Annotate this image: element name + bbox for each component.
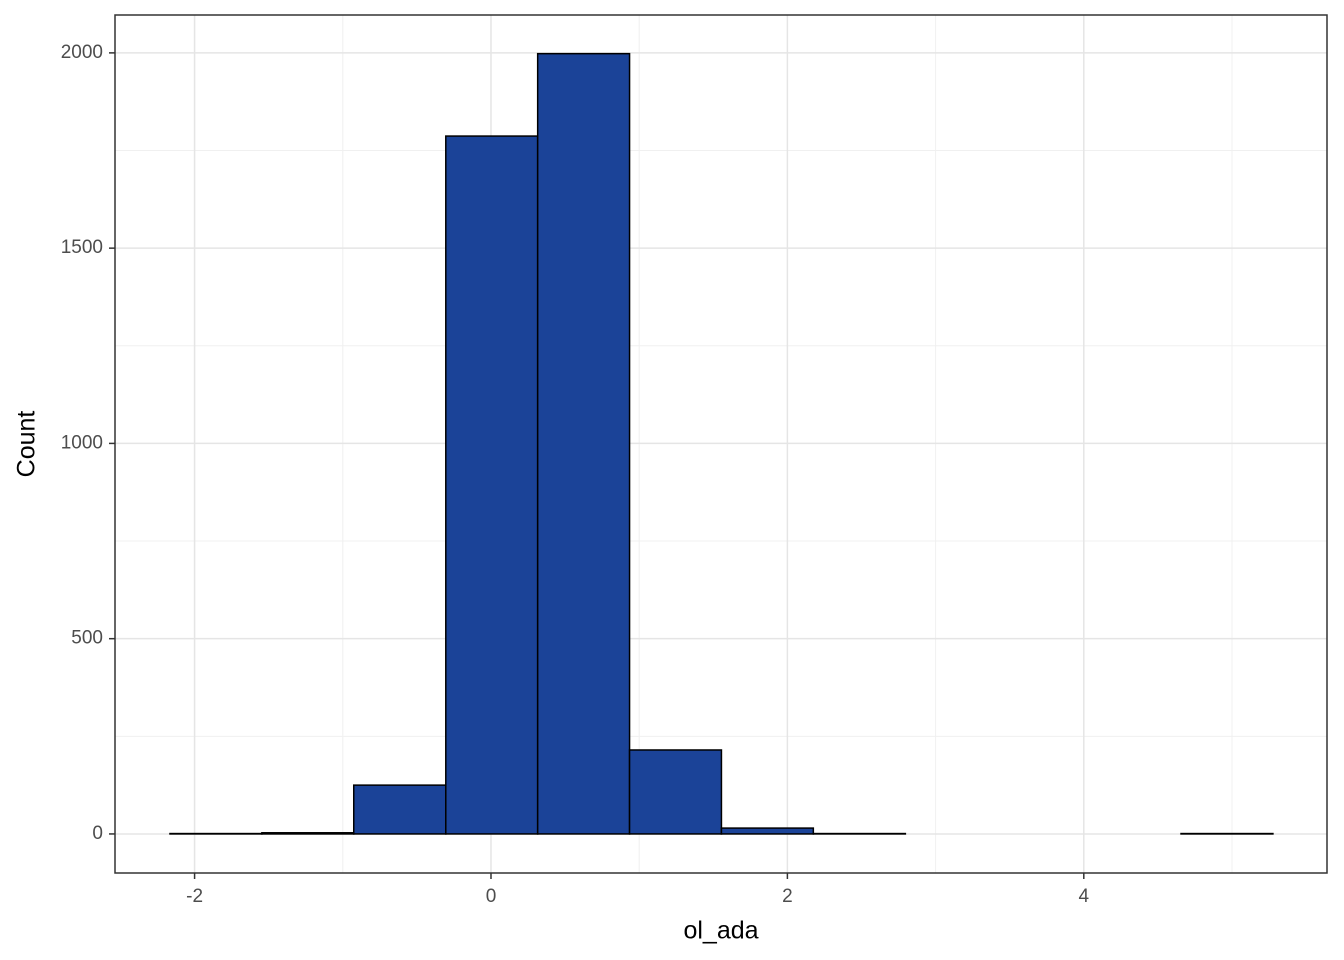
x-axis-title: ol_ada <box>683 917 758 945</box>
bar <box>720 827 815 835</box>
bar <box>445 135 539 835</box>
bar <box>261 832 355 835</box>
y-tick-label: 1000 <box>61 432 103 453</box>
x-tick-label: 4 <box>1079 886 1090 907</box>
bar <box>628 749 723 835</box>
bar <box>536 52 631 835</box>
bar <box>353 784 447 835</box>
y-tick-label: 500 <box>71 628 103 649</box>
y-tick-label: 2000 <box>61 42 103 63</box>
x-tick-label: 2 <box>782 886 793 907</box>
y-tick-label: 0 <box>92 823 103 844</box>
y-axis-title: Count <box>13 411 41 478</box>
panel-border <box>114 14 1328 874</box>
x-tick-label: 0 <box>486 886 497 907</box>
x-tick-label: -2 <box>186 886 203 907</box>
y-tick-label: 1500 <box>61 237 103 258</box>
